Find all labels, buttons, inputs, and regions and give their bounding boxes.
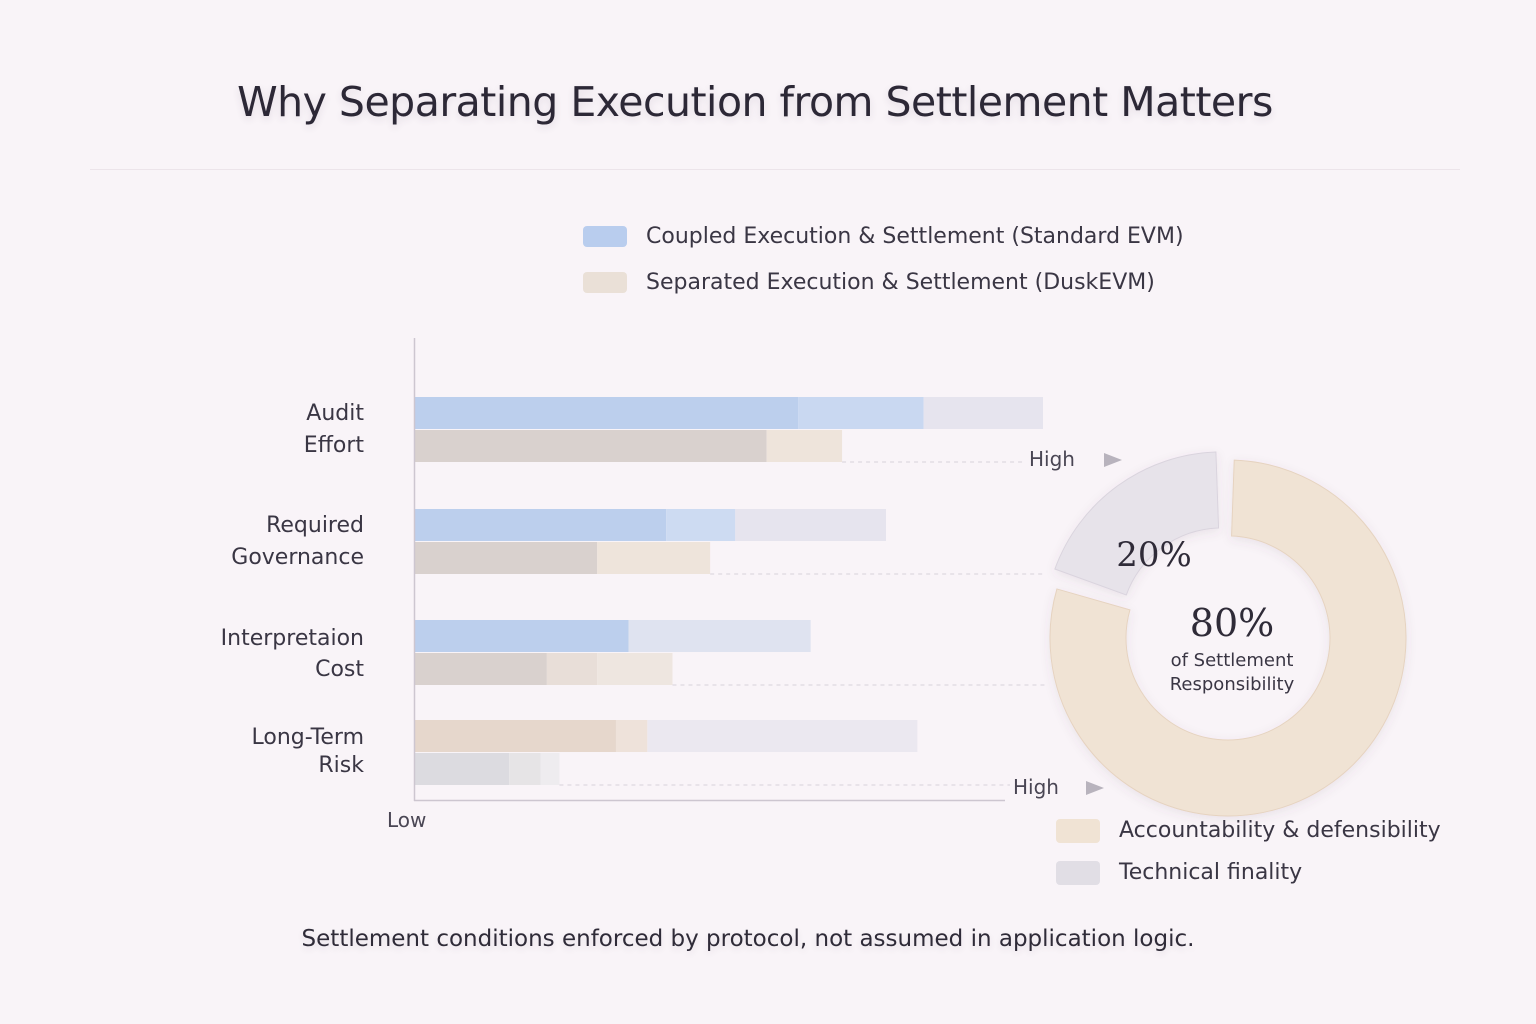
donut-center-caption-1: of Settlement: [1171, 650, 1294, 671]
axis-high-arrow-icon-1: [1104, 453, 1122, 467]
category-label-1-line-2: Effort: [304, 433, 365, 458]
axis-low-label: Low: [387, 808, 426, 832]
legend-item-technical: Technical finality: [1056, 860, 1302, 885]
axis-high-label-2: High: [1013, 775, 1059, 799]
bar-separated-3-seg-2: [546, 653, 598, 685]
legend-item-coupled: Coupled Execution & Settlement (Standard…: [583, 224, 1184, 249]
legend-swatch-technical: [1056, 860, 1100, 885]
bar-coupled-3-seg-1: [415, 620, 629, 652]
donut-center-caption-2: Responsibility: [1170, 674, 1295, 695]
axis-high-arrow-icon-2: [1086, 781, 1104, 795]
legend-swatch-coupled: [583, 226, 627, 247]
category-label-4-line-1: Long-Term: [252, 725, 364, 750]
bar-coupled-1-seg-3: [923, 397, 1043, 429]
legend-label-separated: Separated Execution & Settlement (DuskEV…: [646, 270, 1155, 295]
bar-coupled-2-seg-2: [666, 509, 736, 541]
category-label-3-line-1: Interpretaion: [221, 626, 364, 651]
category-label-4-line-2: Risk: [318, 753, 364, 778]
legend-label-coupled: Coupled Execution & Settlement (Standard…: [646, 224, 1184, 249]
legend-item-separated: Separated Execution & Settlement (DuskEV…: [583, 270, 1155, 295]
category-label-2-line-2: Governance: [231, 545, 364, 570]
chart-title: Why Separating Execution from Settlement…: [237, 78, 1273, 126]
bar-coupled-2-seg-3: [735, 509, 886, 541]
bar-coupled-1-seg-2: [798, 397, 924, 429]
legend-swatch-separated: [583, 272, 627, 293]
bar-coupled-4-seg-2: [615, 720, 648, 752]
bar-group-3: Interpretaion Cost: [221, 620, 1046, 686]
bar-separated-1-seg-2: [766, 430, 843, 462]
bar-separated-4-seg-2: [509, 753, 541, 785]
category-label-2-line-1: Required: [266, 513, 364, 538]
donut-slice-technical-value: 20%: [1116, 535, 1192, 575]
bar-separated-4-seg-3: [540, 753, 560, 785]
bar-coupled-3-seg-2: [628, 620, 811, 652]
donut-slice-accountability: [1049, 459, 1407, 817]
bar-separated-1-seg-1: [415, 430, 767, 462]
category-label-1-line-1: Audit: [306, 401, 364, 426]
bar-separated-2-seg-2: [597, 542, 711, 574]
legend-swatch-accountability: [1056, 818, 1100, 843]
legend-label-technical: Technical finality: [1119, 860, 1303, 885]
donut-slice-technical: [1054, 451, 1220, 596]
axis-high-label-1: High: [1029, 447, 1075, 471]
bar-separated-3-seg-1: [415, 653, 547, 685]
legend-label-accountability: Accountability & defensibility: [1119, 818, 1441, 843]
legend-item-accountability: Accountability & defensibility: [1056, 818, 1441, 843]
bar-coupled-2-seg-1: [415, 509, 667, 541]
bar-separated-3-seg-3: [597, 653, 673, 685]
bar-group-1: Audit Effort: [304, 397, 1043, 463]
title-divider: [90, 169, 1460, 170]
bar-group-2: Required Governance: [231, 509, 1046, 575]
bar-coupled-4-seg-3: [647, 720, 918, 752]
bar-group-4: Long-Term Risk: [252, 720, 1010, 786]
bar-coupled-1-seg-1: [415, 397, 799, 429]
category-label-3-line-2: Cost: [315, 657, 364, 682]
donut-center-value: 80%: [1190, 601, 1274, 645]
bar-separated-4-seg-1: [415, 753, 510, 785]
footnote: Settlement conditions enforced by protoc…: [301, 926, 1195, 952]
bar-separated-2-seg-1: [415, 542, 598, 574]
bar-coupled-4-seg-1: [415, 720, 616, 752]
